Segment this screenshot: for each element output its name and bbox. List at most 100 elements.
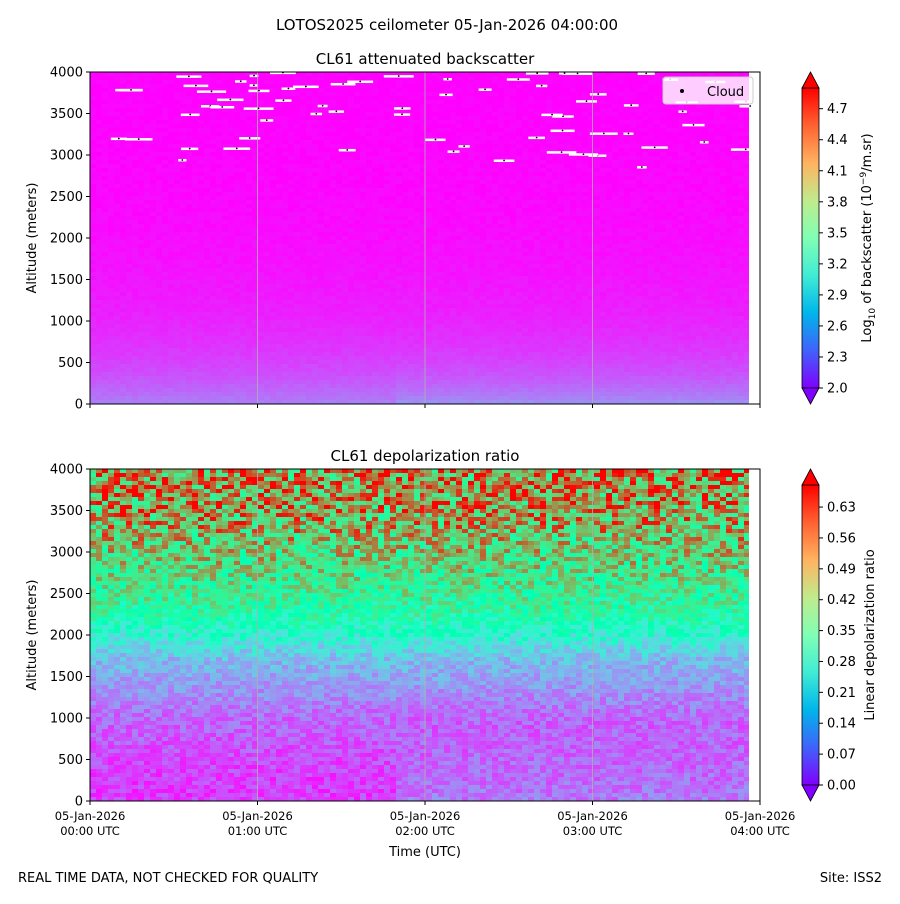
backscatter-cell xyxy=(186,220,193,225)
backscatter-cell xyxy=(534,196,541,201)
backscatter-cell xyxy=(582,240,589,245)
backscatter-cell xyxy=(618,220,625,225)
backscatter-cell xyxy=(258,140,265,145)
backscatter-cell xyxy=(342,112,349,117)
backscatter-cell xyxy=(462,196,469,201)
backscatter-cell xyxy=(744,120,751,125)
backscatter-cell xyxy=(96,136,103,141)
backscatter-cell xyxy=(588,188,595,193)
backscatter-cell xyxy=(246,168,253,173)
backscatter-cell xyxy=(216,212,223,217)
backscatter-cell xyxy=(228,136,235,141)
backscatter-cell xyxy=(666,160,673,165)
backscatter-cell xyxy=(630,236,637,241)
backscatter-cell xyxy=(618,224,625,229)
backscatter-cell xyxy=(270,84,277,89)
backscatter-cell xyxy=(528,192,535,197)
backscatter-cell xyxy=(582,244,589,249)
backscatter-cell xyxy=(96,92,103,97)
backscatter-cell xyxy=(696,220,703,225)
backscatter-cell xyxy=(516,164,523,169)
backscatter-cell xyxy=(114,188,121,193)
backscatter-cell xyxy=(606,200,613,205)
backscatter-cell xyxy=(108,244,115,249)
backscatter-cell xyxy=(246,144,253,149)
backscatter-cell xyxy=(276,116,283,121)
backscatter-cell xyxy=(696,152,703,157)
backscatter-cell xyxy=(156,176,163,181)
backscatter-cell xyxy=(492,208,499,213)
backscatter-cell xyxy=(180,120,187,125)
backscatter-cell xyxy=(186,156,193,161)
backscatter-cell xyxy=(456,160,463,165)
backscatter-cell xyxy=(204,148,211,153)
backscatter-cell xyxy=(672,180,679,185)
backscatter-cell xyxy=(342,108,349,113)
backscatter-cell xyxy=(510,140,517,145)
backscatter-cell xyxy=(138,80,145,85)
backscatter-cell xyxy=(486,108,493,113)
backscatter-cell xyxy=(618,240,625,245)
backscatter-cell xyxy=(504,88,511,93)
backscatter-cell xyxy=(378,228,385,233)
backscatter-cell xyxy=(300,156,307,161)
backscatter-cell xyxy=(660,208,667,213)
backscatter-cell xyxy=(450,132,457,137)
backscatter-cell xyxy=(630,168,637,173)
backscatter-cell xyxy=(366,124,373,129)
backscatter-cell xyxy=(264,92,271,97)
backscatter-cell xyxy=(642,196,649,201)
backscatter-cell xyxy=(480,200,487,205)
backscatter-cell xyxy=(108,72,115,77)
backscatter-cell xyxy=(438,148,445,153)
backscatter-cell xyxy=(102,232,109,237)
backscatter-cell xyxy=(186,180,193,185)
backscatter-cell xyxy=(510,200,517,205)
backscatter-cell xyxy=(450,112,457,117)
backscatter-cell xyxy=(660,176,667,181)
backscatter-cell xyxy=(384,180,391,185)
backscatter-cell xyxy=(480,192,487,197)
backscatter-cell xyxy=(696,212,703,217)
backscatter-cell xyxy=(378,196,385,201)
backscatter-cell xyxy=(144,72,151,77)
backscatter-cell xyxy=(528,88,535,93)
backscatter-cell xyxy=(156,136,163,141)
backscatter-cell xyxy=(594,160,601,165)
backscatter-cell xyxy=(642,104,649,109)
backscatter-cell xyxy=(480,76,487,81)
backscatter-cell xyxy=(708,228,715,233)
backscatter-cell xyxy=(564,176,571,181)
backscatter-cell xyxy=(528,216,535,221)
backscatter-cell xyxy=(618,232,625,237)
backscatter-cell xyxy=(300,88,307,93)
backscatter-cell xyxy=(318,96,325,101)
backscatter-cell xyxy=(288,136,295,141)
backscatter-cell xyxy=(546,148,553,153)
backscatter-cell xyxy=(186,160,193,165)
backscatter-cell xyxy=(450,96,457,101)
backscatter-cell xyxy=(474,80,481,85)
backscatter-cell xyxy=(438,100,445,105)
backscatter-cell xyxy=(438,224,445,229)
backscatter-cell xyxy=(318,160,325,165)
backscatter-cell xyxy=(264,84,271,89)
backscatter-cell xyxy=(126,168,133,173)
backscatter-cell xyxy=(702,176,709,181)
backscatter-cell xyxy=(198,140,205,145)
backscatter-cell xyxy=(312,140,319,145)
backscatter-cell xyxy=(426,196,433,201)
backscatter-cell xyxy=(120,188,127,193)
backscatter-cell xyxy=(156,212,163,217)
backscatter-cell xyxy=(150,164,157,169)
backscatter-cell xyxy=(672,160,679,165)
backscatter-cell xyxy=(330,168,337,173)
backscatter-cell xyxy=(294,160,301,165)
backscatter-cell xyxy=(198,124,205,129)
backscatter-cell xyxy=(486,128,493,133)
backscatter-cell xyxy=(564,104,571,109)
backscatter-cell xyxy=(108,120,115,125)
backscatter-cell xyxy=(210,92,217,97)
backscatter-cell xyxy=(552,192,559,197)
backscatter-cell xyxy=(438,132,445,137)
